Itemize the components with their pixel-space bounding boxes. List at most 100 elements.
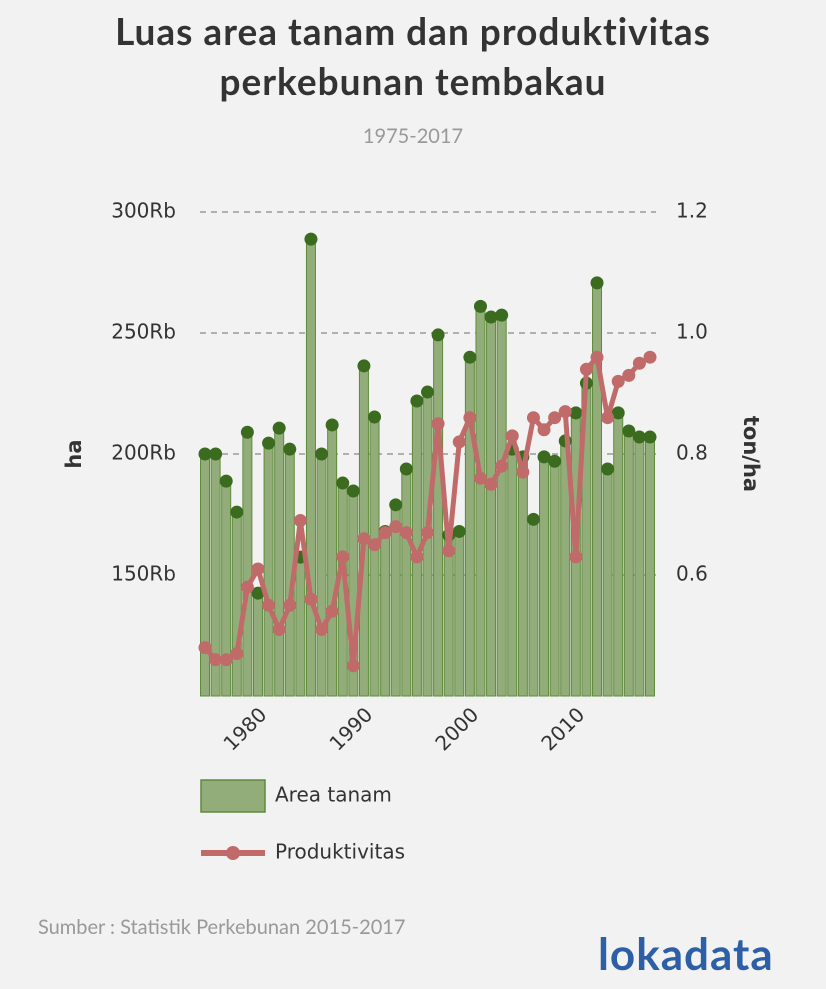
- line-marker: [463, 411, 477, 425]
- bar: [539, 456, 550, 697]
- bar: [274, 427, 285, 697]
- legend-label: Area tanam: [275, 783, 392, 807]
- bar-marker: [410, 394, 424, 408]
- bar-marker: [643, 430, 657, 444]
- bar-marker: [601, 462, 615, 476]
- line-marker: [304, 592, 318, 606]
- line-marker: [410, 550, 424, 564]
- bar: [401, 468, 412, 697]
- y-tick-label: 250Rb: [111, 320, 176, 344]
- bar-marker: [368, 410, 382, 424]
- bar: [475, 305, 486, 697]
- line-marker: [421, 526, 434, 540]
- y2-tick-label: 1.0: [676, 320, 708, 344]
- legend-label: Produktivitas: [275, 840, 405, 864]
- line-marker: [325, 604, 339, 618]
- line-marker: [548, 411, 562, 425]
- x-tick-label: 1990: [324, 702, 377, 755]
- bar: [305, 238, 316, 697]
- bar-marker: [632, 430, 646, 444]
- y-axis-label: ha: [62, 439, 86, 468]
- line-marker: [526, 411, 540, 425]
- bar: [464, 356, 475, 697]
- line-marker: [579, 362, 593, 376]
- bar-marker: [399, 462, 413, 476]
- bar-marker: [219, 474, 233, 488]
- line-marker: [452, 435, 466, 449]
- bar-marker: [230, 505, 244, 519]
- bar-marker: [548, 454, 562, 468]
- line-marker: [240, 580, 254, 594]
- line-marker: [473, 471, 487, 485]
- bar-marker: [537, 450, 551, 464]
- bar: [433, 334, 444, 697]
- bar-marker: [315, 447, 329, 461]
- bar: [623, 430, 634, 697]
- line-marker: [389, 520, 403, 534]
- line-marker: [505, 429, 519, 443]
- bar: [231, 511, 242, 697]
- line-marker: [611, 374, 625, 388]
- line-marker: [272, 622, 286, 636]
- line-marker: [632, 356, 646, 370]
- bar: [486, 316, 497, 697]
- bar: [507, 448, 518, 697]
- bar-marker: [389, 498, 403, 512]
- line-marker: [442, 544, 456, 558]
- line-marker: [293, 514, 307, 528]
- bar: [369, 416, 380, 697]
- bar: [454, 530, 465, 697]
- bar-marker: [357, 359, 371, 373]
- bar-marker: [198, 447, 212, 461]
- bar-marker: [484, 310, 498, 324]
- y2-axis-label: ton/ha: [739, 416, 763, 492]
- line-marker: [378, 526, 392, 540]
- chart-subtitle: 1975-2017: [362, 124, 464, 148]
- bar-marker: [495, 308, 509, 322]
- line-marker: [357, 532, 371, 546]
- bar: [549, 460, 560, 697]
- bar: [517, 456, 528, 697]
- bar-marker: [283, 442, 297, 456]
- x-tick-label: 2000: [430, 702, 483, 755]
- bar-marker: [262, 436, 276, 450]
- line-marker: [537, 423, 551, 437]
- bar-marker: [590, 276, 604, 290]
- bar-marker: [526, 512, 540, 526]
- bar: [390, 504, 401, 697]
- bar: [380, 530, 391, 697]
- y-tick-label: 150Rb: [111, 562, 176, 586]
- bar-marker: [452, 524, 466, 538]
- legend-swatch: [200, 779, 266, 813]
- bar: [592, 282, 603, 697]
- bar: [316, 453, 327, 697]
- line-marker: [346, 659, 360, 673]
- bar: [634, 436, 645, 697]
- line-marker: [209, 653, 223, 667]
- bar-marker: [473, 299, 487, 313]
- bar: [252, 592, 263, 697]
- bar: [200, 453, 210, 697]
- bar-marker: [346, 484, 360, 498]
- line-marker: [622, 368, 636, 382]
- line-marker: [431, 417, 445, 431]
- line-marker: [643, 350, 657, 364]
- line-marker: [569, 550, 583, 564]
- bar-marker: [569, 406, 583, 420]
- bar-marker: [431, 328, 445, 342]
- bar-marker: [325, 418, 339, 432]
- line-marker: [230, 647, 244, 661]
- line-marker: [251, 562, 265, 576]
- bar: [613, 412, 624, 697]
- y2-tick-label: 0.6: [676, 562, 708, 586]
- legend-marker: [226, 846, 240, 860]
- chart: ha ton/ha 150Rb 200Rb 250Rb 300Rb 0.6 0.8 1.0 1…: [62, 199, 763, 864]
- x-tick-label: 1980: [218, 702, 271, 755]
- bar: [496, 314, 507, 697]
- bar: [295, 556, 306, 697]
- bar-marker: [240, 425, 254, 439]
- line-marker: [368, 538, 382, 552]
- line-marker: [495, 459, 509, 473]
- bar: [263, 442, 274, 697]
